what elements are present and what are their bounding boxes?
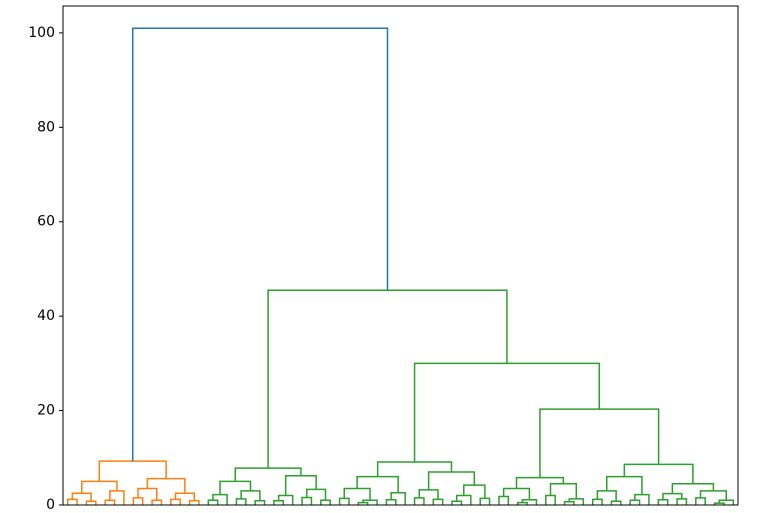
y-tick-label: 100 [28,25,55,41]
dendrogram-link [427,471,476,490]
dendrogram-link [376,461,453,477]
dendrogram-link [413,497,425,505]
dendrogram-link [390,491,406,505]
dendrogram-link [676,498,688,505]
dendrogram-link [357,501,369,505]
dendrogram-link [479,497,491,505]
dendrogram-link [432,498,444,505]
dendrogram-link [516,501,528,505]
dendrogram-link [515,476,565,489]
dendrogram-link [606,475,643,495]
dendrogram-link [234,467,302,482]
dendrogram-link [170,498,181,505]
dendrogram-link [267,289,508,469]
dendrogram-link [343,487,371,501]
dendrogram-link [356,475,399,493]
y-tick-label: 20 [37,403,55,419]
dendrogram-link [502,487,531,500]
dendrogram-link [671,483,715,494]
dendrogram-link [146,477,186,494]
axes-frame [62,5,739,506]
dendrogram-link [549,483,578,499]
dendrogram-link [713,502,725,505]
dendrogram-link [539,408,660,478]
dendrogram-link [591,498,603,505]
dendrogram-link [98,460,167,482]
dendrogram-link [131,27,389,462]
y-tick-label: 80 [37,119,55,135]
dendrogram-link [66,498,78,505]
dendrogram-link [338,497,350,505]
dendrogram-link [71,492,92,502]
dendrogram-link [301,496,313,505]
y-tick-label: 60 [37,214,55,230]
dendrogram-link [174,492,195,501]
y-tick-label: 0 [46,497,55,513]
dendrogram-link [662,492,683,500]
dendrogram-link [695,497,706,505]
dendrogram-link [413,362,601,463]
links [66,27,735,505]
dendrogram-link [235,498,247,505]
dendrogram-link [568,498,585,505]
dendrogram-link [137,487,158,501]
y-tick-label: 40 [37,308,55,324]
dendrogram-link [132,497,144,505]
